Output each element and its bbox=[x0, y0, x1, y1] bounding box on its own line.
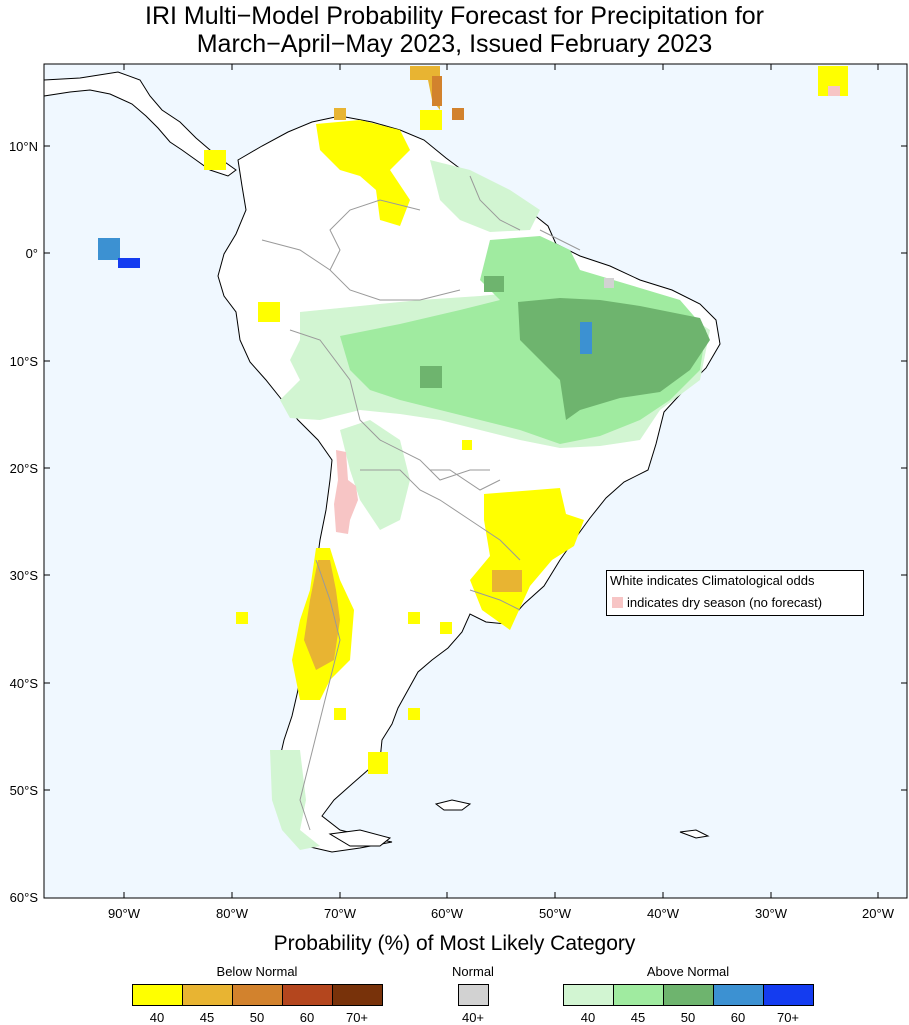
lat-label: 60°S bbox=[10, 890, 39, 905]
lon-label: 90°W bbox=[108, 906, 141, 921]
map-title-line-1: IRI Multi−Model Probability Forecast for… bbox=[145, 2, 764, 30]
above-normal-50-region bbox=[518, 298, 710, 420]
falkland-islands-land bbox=[434, 799, 472, 811]
legend-below-normal-label: Below Normal bbox=[216, 964, 298, 979]
legend-below-normal-swatch bbox=[132, 984, 183, 1006]
legend-tick: 40 bbox=[580, 1010, 596, 1025]
below-normal-40-cell bbox=[334, 708, 346, 720]
lat-label: 20°S bbox=[10, 461, 39, 476]
legend-below-normal-swatch bbox=[182, 984, 233, 1006]
below-normal-40-cell bbox=[440, 622, 452, 634]
map-note-box: White indicates Climatological odds indi… bbox=[606, 570, 864, 616]
country-boundaries bbox=[261, 175, 581, 831]
below-normal-40-cell bbox=[420, 110, 442, 130]
legend-below-normal-swatch bbox=[282, 984, 333, 1006]
above-normal-50-cell bbox=[484, 276, 504, 292]
legend-below-normal-swatch bbox=[332, 984, 383, 1006]
below-normal-40-venezuela bbox=[316, 120, 410, 226]
below-normal-40-cell bbox=[408, 612, 420, 624]
lon-label: 60°W bbox=[431, 906, 464, 921]
note-climatology: White indicates Climatological odds bbox=[610, 573, 815, 588]
below-normal-50-cell bbox=[452, 108, 464, 120]
lon-label: 40°W bbox=[647, 906, 680, 921]
legend-tick: 50 bbox=[680, 1010, 696, 1025]
above-normal-60-cell bbox=[580, 322, 592, 354]
legend-above-normal-swatch bbox=[713, 984, 764, 1006]
lon-label: 20°W bbox=[862, 906, 895, 921]
above-normal-70-galapagos bbox=[118, 258, 140, 268]
lat-label: 10°S bbox=[10, 354, 39, 369]
below-normal-45-cell bbox=[492, 570, 522, 592]
legend-above-normal-swatch bbox=[563, 984, 614, 1006]
above-normal-60-galapagos bbox=[98, 238, 120, 260]
legend-above-normal-swatch bbox=[613, 984, 664, 1006]
legend-title: Probability (%) of Most Likely Category bbox=[273, 932, 636, 955]
below-normal-40-cell bbox=[368, 752, 388, 774]
below-normal-40-cell bbox=[462, 440, 472, 450]
legend-above-normal-label: Above Normal bbox=[646, 964, 730, 979]
dry-season-swatch bbox=[612, 597, 623, 608]
legend-tick: 40+ bbox=[461, 1010, 485, 1025]
legend-tick: 60 bbox=[299, 1010, 315, 1025]
above-normal-40-north-brazil bbox=[430, 160, 540, 232]
legend-below-normal-swatch bbox=[232, 984, 283, 1006]
above-normal-40-andes bbox=[340, 420, 410, 530]
lat-label: 0° bbox=[26, 246, 38, 261]
legend-normal-swatch bbox=[458, 984, 489, 1006]
legend-tick: 70+ bbox=[776, 1010, 800, 1025]
legend-tick: 40 bbox=[149, 1010, 165, 1025]
lon-label: 30°W bbox=[755, 906, 788, 921]
legend-tick: 60 bbox=[730, 1010, 746, 1025]
note-dry-season: indicates dry season (no forecast) bbox=[627, 595, 823, 610]
below-normal-50-cell bbox=[432, 76, 442, 106]
lon-label: 50°W bbox=[539, 906, 572, 921]
below-normal-40-cell bbox=[204, 150, 226, 170]
below-normal-40-cell bbox=[408, 708, 420, 720]
dry-season-cell bbox=[828, 86, 840, 96]
lat-label: 40°S bbox=[10, 676, 39, 691]
below-normal-40-southeast-brazil bbox=[470, 488, 584, 630]
lon-label: 70°W bbox=[324, 906, 357, 921]
legend-tick: 50 bbox=[249, 1010, 265, 1025]
legend-normal-label: Normal bbox=[452, 964, 494, 979]
below-normal-45-cell bbox=[334, 108, 346, 120]
note-dry-season-row: indicates dry season (no forecast) bbox=[612, 595, 822, 610]
tierra-del-fuego-land bbox=[328, 829, 392, 847]
above-normal-40-patagonia bbox=[270, 750, 320, 850]
above-normal-50-cell bbox=[420, 366, 442, 388]
lat-label: 10°N bbox=[9, 139, 38, 154]
below-normal-40-cell bbox=[258, 302, 280, 322]
legend-tick: 45 bbox=[630, 1010, 646, 1025]
south-georgia-land bbox=[679, 829, 710, 839]
lat-ticks bbox=[44, 145, 907, 791]
lon-label: 80°W bbox=[216, 906, 249, 921]
central-america-land bbox=[43, 71, 237, 177]
below-normal-45-chile bbox=[304, 560, 340, 670]
map-title-line-2: March−April−May 2023, Issued February 20… bbox=[196, 30, 713, 58]
legend-tick: 45 bbox=[199, 1010, 215, 1025]
below-normal-40-cell bbox=[236, 612, 248, 624]
dry-season-cell bbox=[604, 278, 614, 288]
lat-label: 30°S bbox=[10, 568, 39, 583]
legend-tick: 70+ bbox=[345, 1010, 369, 1025]
legend-above-normal-swatch bbox=[663, 984, 714, 1006]
legend-above-normal-swatch bbox=[763, 984, 814, 1006]
lat-label: 50°S bbox=[10, 783, 39, 798]
dry-season-region bbox=[334, 450, 358, 534]
lon-ticks bbox=[123, 64, 879, 898]
